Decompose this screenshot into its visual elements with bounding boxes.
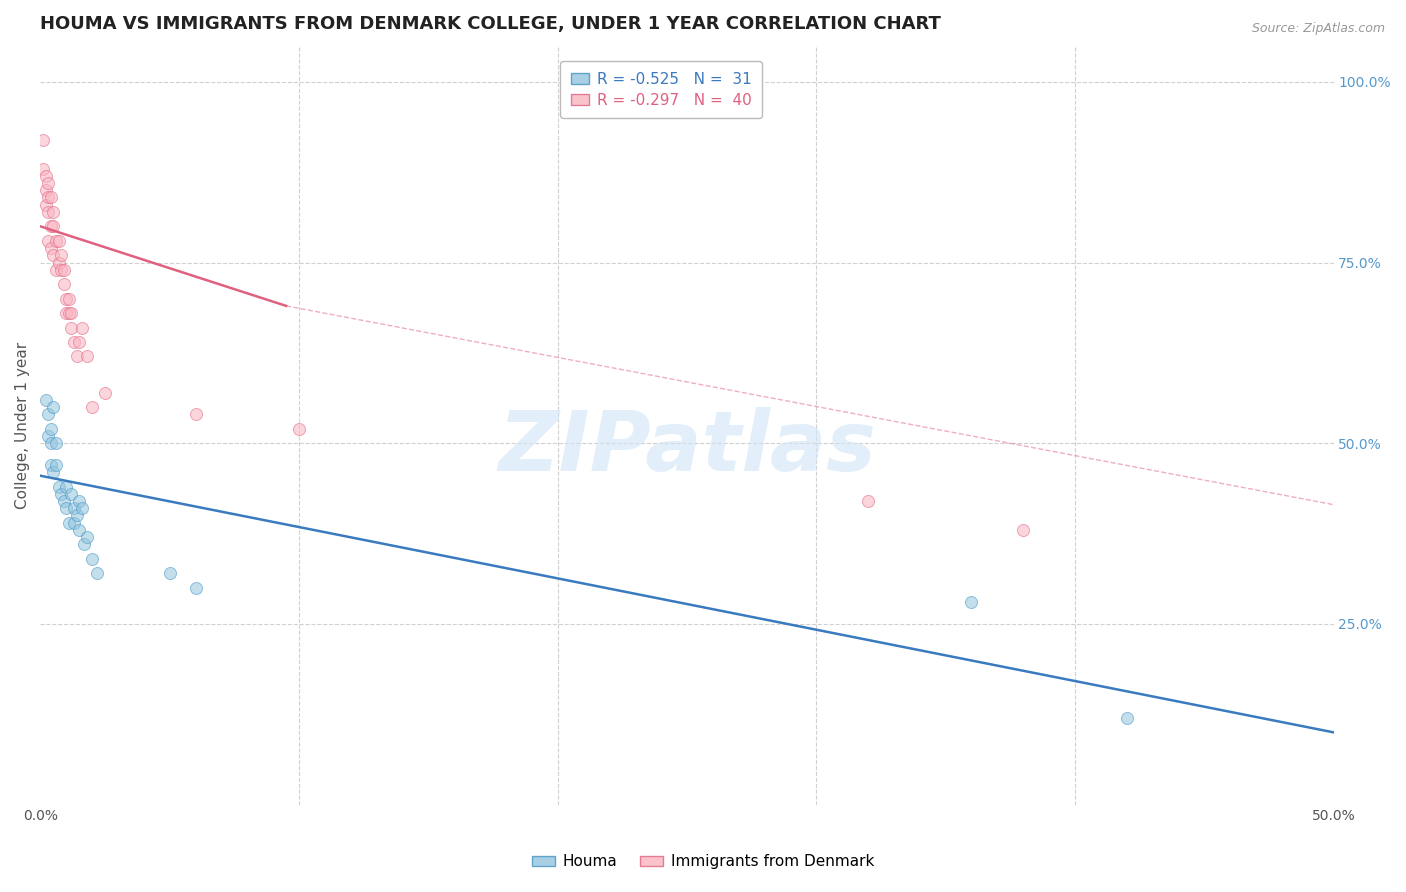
Point (39, 436, 62, 450)
Point (65, 350, 87, 364)
Point (63, 334, 86, 349)
Point (42, 248, 65, 262)
Point (76, 530, 98, 544)
Point (42, 219, 65, 234)
Point (39, 458, 62, 472)
Point (32, 161, 55, 176)
Point (37, 407, 59, 421)
Point (52, 262, 75, 277)
Point (67, 334, 90, 349)
Point (37, 429, 59, 443)
Point (37, 176, 59, 190)
Point (58, 306, 80, 320)
Point (184, 407, 207, 421)
Text: ZIPatlas: ZIPatlas (498, 408, 876, 489)
Point (70, 501, 93, 516)
Point (58, 516, 80, 530)
Point (48, 255, 70, 269)
Point (856, 494, 879, 508)
Point (49, 248, 72, 262)
Point (159, 566, 181, 581)
Point (94, 385, 117, 400)
Y-axis label: College, Under 1 year: College, Under 1 year (15, 342, 30, 508)
Point (34, 392, 56, 407)
Point (39, 241, 62, 255)
Point (73, 537, 96, 551)
Point (52, 277, 75, 292)
Point (45, 234, 67, 248)
Text: Source: ZipAtlas.com: Source: ZipAtlas.com (1251, 22, 1385, 36)
Point (42, 465, 65, 479)
Point (34, 183, 56, 197)
Point (37, 190, 59, 204)
Point (45, 436, 67, 450)
Point (65, 508, 87, 523)
Point (42, 205, 65, 219)
Point (63, 516, 86, 530)
Point (34, 197, 56, 211)
Point (60, 320, 83, 334)
Point (67, 494, 90, 508)
Point (52, 494, 75, 508)
Point (39, 219, 62, 234)
Point (960, 595, 983, 609)
Point (55, 479, 77, 493)
Point (67, 523, 90, 537)
Text: HOUMA VS IMMIGRANTS FROM DENMARK COLLEGE, UNDER 1 YEAR CORRELATION CHART: HOUMA VS IMMIGRANTS FROM DENMARK COLLEGE… (41, 15, 941, 33)
Point (49, 262, 72, 277)
Point (184, 581, 207, 595)
Point (39, 190, 62, 204)
Point (37, 205, 59, 219)
Point (76, 350, 98, 364)
Point (55, 292, 77, 306)
Point (70, 320, 93, 334)
Point (42, 400, 65, 414)
Point (60, 306, 83, 320)
Point (82, 400, 104, 414)
Point (49, 487, 72, 501)
Point (45, 262, 67, 277)
Point (58, 292, 80, 306)
Point (1012, 523, 1035, 537)
Point (82, 552, 104, 566)
Point (45, 458, 67, 472)
Point (39, 422, 62, 436)
Point (60, 487, 83, 501)
Point (48, 234, 70, 248)
Point (32, 133, 55, 147)
Legend: Houma, Immigrants from Denmark: Houma, Immigrants from Denmark (526, 848, 880, 875)
Point (34, 169, 56, 183)
Point (55, 501, 77, 516)
Point (37, 234, 59, 248)
Point (63, 501, 86, 516)
Point (55, 306, 77, 320)
Point (288, 422, 311, 436)
Point (86, 566, 108, 581)
Point (1115, 711, 1137, 725)
Point (48, 479, 70, 493)
Legend: R = -0.525   N =  31, R = -0.297   N =  40: R = -0.525 N = 31, R = -0.297 N = 40 (560, 61, 762, 119)
